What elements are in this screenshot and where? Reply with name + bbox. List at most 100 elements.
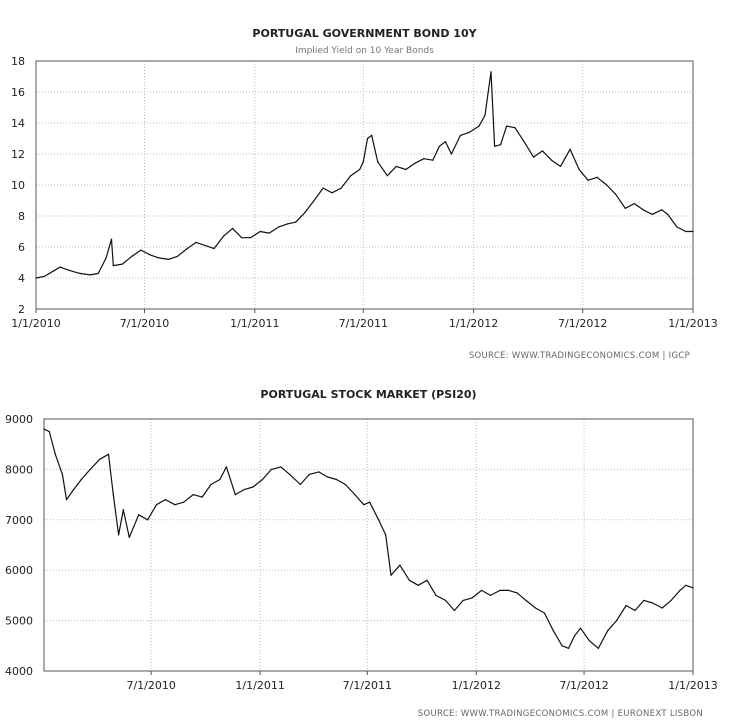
data-point — [468, 131, 471, 133]
data-point — [313, 199, 315, 202]
data-point — [158, 257, 160, 259]
data-point — [331, 192, 333, 194]
data-point — [642, 209, 644, 211]
data-point — [147, 519, 149, 521]
data-point — [493, 145, 496, 147]
data-point — [140, 249, 142, 251]
data-point — [138, 514, 140, 516]
data-point — [363, 504, 365, 506]
data-point — [223, 235, 225, 237]
y-tick-label: 7000 — [5, 514, 33, 527]
data-point — [685, 230, 687, 233]
data-point — [432, 159, 434, 161]
data-point — [462, 599, 464, 602]
data-point — [692, 230, 694, 233]
data-point — [676, 226, 678, 228]
data-point — [478, 125, 480, 127]
data-point — [186, 247, 188, 250]
data-point — [289, 473, 291, 476]
data-point — [97, 272, 99, 274]
data-point — [366, 137, 369, 140]
data-point — [390, 574, 392, 576]
chart-2: PORTUGAL STOCK MARKET (PSI20) 4000 5000 600… — [5, 388, 718, 719]
x-tick-label: 7/1/2012 — [558, 317, 607, 330]
data-point — [651, 213, 653, 216]
data-point — [327, 476, 329, 478]
data-point — [444, 599, 447, 602]
data-point — [499, 589, 501, 591]
data-point — [541, 150, 544, 152]
x-tick-label: 1/1/2011 — [235, 679, 284, 692]
y-tick-label: 12 — [11, 148, 25, 161]
chart-source: SOURCE: WWW.TRADINGECONOMICS.COM | IGCP — [469, 351, 690, 361]
data-point — [270, 468, 272, 470]
data-point — [354, 494, 356, 496]
data-point — [241, 237, 243, 239]
data-point — [350, 175, 352, 177]
data-point — [112, 494, 114, 496]
plot-frame — [35, 60, 694, 310]
y-tick-label: 10 — [11, 179, 25, 192]
data-point — [633, 203, 635, 205]
data-point — [61, 473, 63, 476]
data-point — [569, 148, 571, 150]
y-tick-label: 4 — [18, 272, 25, 285]
data-point — [110, 238, 113, 240]
x-tick-label: 1/1/2011 — [230, 317, 279, 330]
data-point — [201, 496, 203, 498]
data-point — [234, 494, 236, 496]
data-point — [516, 592, 518, 594]
data-point — [597, 647, 599, 649]
data-point — [210, 483, 212, 486]
data-point — [587, 179, 589, 181]
data-point — [318, 471, 320, 473]
data-point — [359, 168, 361, 171]
data-point — [661, 607, 663, 609]
data-point — [299, 483, 302, 486]
x-tick-label: 1/1/2012 — [449, 317, 498, 330]
data-point — [335, 478, 338, 481]
data-point — [559, 165, 562, 167]
x-tick-label: 1/1/2010 — [11, 317, 60, 330]
data-point — [259, 230, 261, 233]
x-tick-label: 1/1/2013 — [668, 679, 717, 692]
x-tick-label: 7/1/2011 — [339, 317, 388, 330]
data-point — [122, 509, 124, 511]
y-tick-label: 8000 — [5, 463, 33, 476]
data-point — [219, 478, 221, 481]
x-tick-label: 7/1/2012 — [559, 679, 608, 692]
data-point — [534, 607, 537, 609]
data-point — [35, 277, 37, 279]
data-point — [444, 141, 447, 143]
x-tick-label: 7/1/2010 — [126, 679, 175, 692]
chart-title: PORTUGAL STOCK MARKET (PSI20) — [260, 388, 476, 401]
data-point — [532, 156, 535, 158]
data-point — [514, 127, 516, 129]
data-point — [435, 594, 437, 597]
data-point — [634, 609, 636, 612]
data-point — [250, 237, 252, 239]
data-point — [73, 488, 75, 491]
data-point — [308, 473, 310, 476]
x-tick-label: 1/1/2013 — [668, 317, 717, 330]
data-point — [204, 244, 206, 247]
data-point — [438, 145, 441, 147]
data-point — [155, 504, 158, 506]
data-point — [107, 453, 110, 455]
data-point — [625, 604, 627, 607]
data-point — [280, 466, 282, 468]
data-point — [667, 213, 669, 216]
data-point — [128, 536, 130, 539]
data-point — [79, 272, 81, 274]
data-point — [453, 609, 455, 612]
data-point — [243, 488, 245, 491]
data-point — [105, 257, 107, 259]
data-point — [59, 266, 61, 268]
data-point — [80, 478, 82, 481]
data-point — [167, 258, 170, 260]
data-point — [525, 599, 527, 602]
data-point — [303, 212, 306, 214]
data-point — [386, 175, 388, 177]
data-point — [48, 431, 50, 433]
